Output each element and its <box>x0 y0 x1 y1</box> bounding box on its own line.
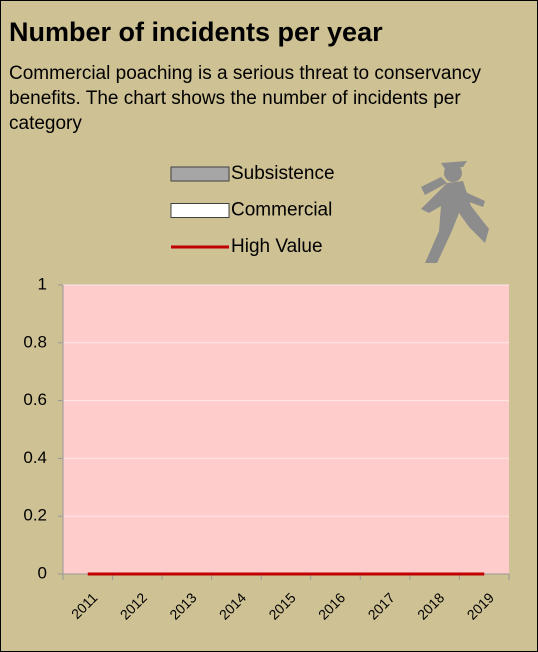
y-tick-label: 0.4 <box>23 448 47 467</box>
chart-title: Number of incidents per year <box>9 17 383 47</box>
x-tick-label: 2012 <box>117 589 150 622</box>
x-tick-label: 2015 <box>265 589 298 622</box>
x-tick-label: 2016 <box>315 589 348 622</box>
plot-area <box>63 285 509 574</box>
x-tick-label: 2018 <box>414 589 447 622</box>
y-tick-label: 0 <box>38 563 47 582</box>
runner-icon <box>421 161 489 263</box>
y-tick-label: 0.6 <box>23 390 47 409</box>
chart-subtitle: Commercial poaching is a serious threat … <box>9 63 482 134</box>
legend-label: Commercial <box>231 200 332 221</box>
x-tick-label: 2011 <box>68 589 101 622</box>
x-tick-label: 2014 <box>216 589 249 622</box>
legend-swatch <box>170 203 230 218</box>
x-tick-label: 2019 <box>464 589 497 622</box>
legend-swatch <box>170 166 230 182</box>
y-tick-label: 1 <box>38 274 47 293</box>
y-tick-label: 0.2 <box>23 506 47 525</box>
legend-label: Subsistence <box>231 163 335 184</box>
x-tick-label: 2017 <box>365 589 398 622</box>
legend-label: High Value <box>231 236 323 257</box>
y-tick-label: 0.8 <box>23 332 47 351</box>
x-tick-label: 2013 <box>166 589 199 622</box>
